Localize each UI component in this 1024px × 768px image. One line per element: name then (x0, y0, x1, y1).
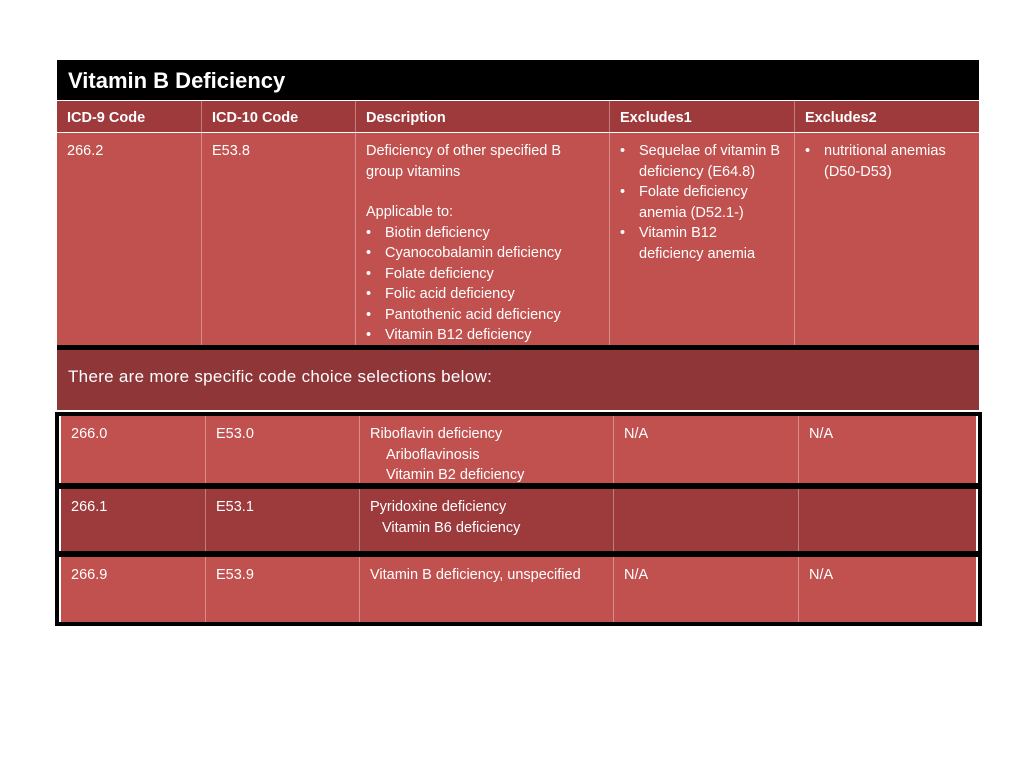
description-text: Deficiency of other specified B group vi… (366, 143, 562, 180)
cell-description: Riboflavin deficiency Ariboflavinosis Vi… (360, 416, 614, 483)
table-row-266-2: 266.2 E53.8 Deficiency of other specifie… (57, 133, 979, 345)
divider (57, 345, 979, 350)
sub-description: Vitamin B6 deficiency (382, 519, 521, 536)
cell-excludes2 (799, 489, 983, 551)
list-item: Folate deficiency anemia (D52.1-) (620, 182, 784, 223)
description-text: Pyridoxine deficiency (370, 499, 507, 515)
cell-icd9: 266.9 (61, 557, 206, 622)
list-item: nutritional anemias (D50-D53) (805, 141, 969, 182)
table-row-266-9: 266.9 E53.9 Vitamin B deficiency, unspec… (55, 553, 982, 626)
cell-icd9: 266.1 (61, 489, 206, 551)
applicable-list: Biotin deficiency Cyanocobalamin deficie… (366, 223, 599, 346)
cell-excludes1: N/A (614, 557, 799, 622)
list-item: Vitamin B12 deficiency anemia (620, 223, 784, 264)
cell-icd10: E53.1 (206, 489, 360, 551)
cell-excludes1: N/A (614, 416, 799, 483)
header-icd9: ICD-9 Code (57, 101, 202, 132)
cell-excludes1: Sequelae of vitamin B deficiency (E64.8)… (610, 133, 795, 345)
cell-description: Pyridoxine deficiency Vitamin B6 deficie… (360, 489, 614, 551)
list-item: Sequelae of vitamin B deficiency (E64.8) (620, 141, 784, 182)
list-item: Vitamin B12 deficiency (366, 325, 599, 346)
cell-icd9: 266.2 (57, 133, 202, 345)
cell-description: Vitamin B deficiency, unspecified (360, 557, 614, 622)
header-excludes2: Excludes2 (805, 110, 877, 126)
list-item: Biotin deficiency (366, 223, 599, 244)
table-row-266-0: 266.0 E53.0 Riboflavin deficiency Aribof… (55, 412, 982, 487)
applicable-label: Applicable to: (366, 204, 454, 220)
table-row-266-1: 266.1 E53.1 Pyridoxine deficiency Vitami… (55, 485, 982, 555)
cell-icd10: E53.0 (206, 416, 360, 483)
cell-description: Deficiency of other specified B group vi… (356, 133, 610, 345)
cell-icd9: 266.0 (61, 416, 206, 483)
list-item: Folate deficiency (366, 264, 599, 285)
section-banner: There are more specific code choice sele… (57, 350, 979, 410)
table-title: Vitamin B Deficiency (57, 60, 979, 100)
table-header-row: ICD-9 Code ICD-10 Code Description Exclu… (57, 101, 979, 132)
header-description: Description (356, 101, 610, 132)
cell-icd10: E53.8 (202, 133, 356, 345)
excludes2-list: nutritional anemias (D50-D53) (805, 141, 969, 182)
cell-excludes1 (614, 489, 799, 551)
list-item: Folic acid deficiency (366, 284, 599, 305)
header-excludes1: Excludes1 (610, 101, 795, 132)
list-item: Pantothenic acid deficiency (366, 305, 599, 326)
description-text: Riboflavin deficiency (370, 426, 503, 442)
header-icd10: ICD-10 Code (202, 101, 356, 132)
cell-icd10: E53.9 (206, 557, 360, 622)
cell-excludes2: nutritional anemias (D50-D53) (795, 133, 979, 345)
cell-excludes2: N/A (809, 567, 834, 583)
sub-description: Ariboflavinosis (386, 446, 480, 463)
cell-excludes2: N/A (809, 426, 834, 442)
sub-description: Vitamin B2 deficiency (386, 467, 525, 483)
list-item: Cyanocobalamin deficiency (366, 243, 599, 264)
excludes1-list: Sequelae of vitamin B deficiency (E64.8)… (620, 141, 784, 264)
